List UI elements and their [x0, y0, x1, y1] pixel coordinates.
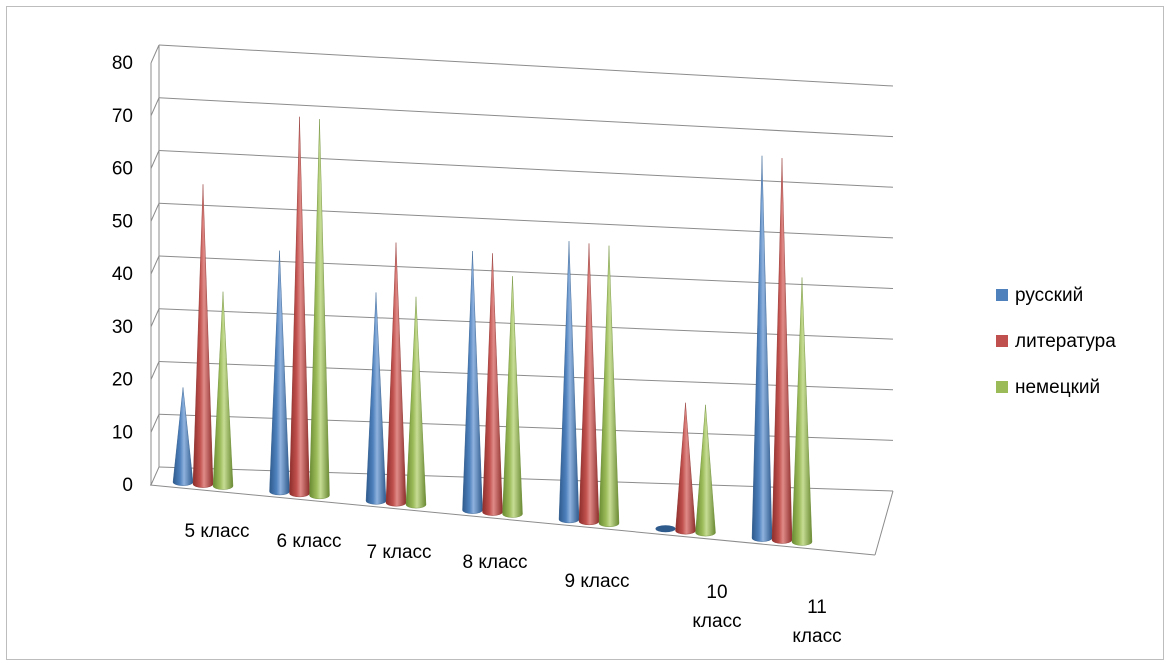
category-label: 5 класс — [184, 521, 249, 542]
y-tick-label: 50 — [112, 211, 133, 232]
cone-mark — [578, 243, 600, 526]
chart-area: 0 10 20 30 40 50 60 70 80 5 класс 6 класс 7 класс 8… — [6, 6, 1164, 660]
cone-chart: 0 10 20 30 40 50 60 70 80 5 класс 6 класс 7 класс 8… — [112, 44, 1116, 647]
legend-swatch — [996, 289, 1008, 301]
legend-swatch — [996, 335, 1008, 347]
y-tick-label: 20 — [112, 370, 133, 391]
cone-mark — [675, 402, 696, 535]
gridline-side — [150, 150, 160, 169]
gridline-side — [150, 466, 160, 486]
gridline-side — [150, 361, 160, 380]
cone-mark — [791, 277, 813, 546]
legend-label: русский — [1015, 285, 1083, 306]
gridline-side — [150, 414, 160, 433]
gridline — [158, 255, 894, 289]
cone-mark — [502, 276, 523, 518]
gridline-side — [150, 203, 160, 222]
cone-mark — [695, 404, 716, 537]
gridline-side — [150, 44, 160, 64]
legend-swatch — [996, 381, 1008, 393]
cone-mark — [172, 387, 194, 486]
category-label: 6 класс — [276, 531, 341, 552]
gridline-side — [150, 97, 160, 116]
y-tick-label: 30 — [112, 317, 133, 338]
gridline — [158, 202, 894, 239]
category-label: 7 класс — [366, 542, 431, 563]
y-tick-label: 80 — [112, 53, 133, 74]
y-tick-label: 70 — [112, 106, 133, 127]
category-label: 9 класс — [564, 571, 629, 592]
cone-mark — [405, 296, 427, 509]
x-axis-category-labels: 5 класс 6 класс 7 класс 8 класс 9 класс 10 кла… — [184, 521, 841, 647]
cone-mark — [269, 250, 290, 496]
gridline-side — [150, 255, 160, 275]
cone-mark — [462, 251, 483, 514]
legend-label: литература — [1015, 331, 1116, 352]
cone-marks — [172, 116, 813, 546]
gridline — [158, 97, 894, 138]
legend: русский литература немецкий — [996, 285, 1116, 398]
cone-mark — [771, 158, 793, 544]
category-label: 11 класс — [792, 597, 841, 647]
axes — [149, 45, 894, 556]
category-label: 10 класс — [692, 582, 741, 632]
gridline-side — [150, 308, 160, 327]
cone-mark — [751, 155, 773, 542]
y-tick-label: 40 — [112, 264, 133, 285]
category-axis — [149, 484, 876, 556]
category-label: 8 класс — [462, 552, 527, 573]
cone-mark — [482, 253, 503, 516]
cone-mark — [289, 116, 310, 498]
y-tick-label: 0 — [122, 475, 133, 496]
cone-mark — [598, 245, 620, 528]
y-tick-label: 60 — [112, 159, 133, 180]
cone-mark — [365, 292, 387, 505]
cone-mark — [385, 242, 407, 507]
cone-mark — [655, 525, 676, 533]
cone-mark — [558, 241, 580, 524]
y-tick-label: 10 — [112, 422, 133, 443]
legend-label: немецкий — [1015, 377, 1100, 398]
floor-right-edge — [874, 490, 894, 556]
gridline — [158, 150, 894, 188]
cone-mark — [212, 291, 234, 490]
y-axis-tick-labels: 0 10 20 30 40 50 60 70 80 — [112, 53, 133, 496]
cone-mark — [192, 184, 214, 488]
cone-mark — [309, 119, 330, 500]
gridline — [158, 44, 894, 87]
